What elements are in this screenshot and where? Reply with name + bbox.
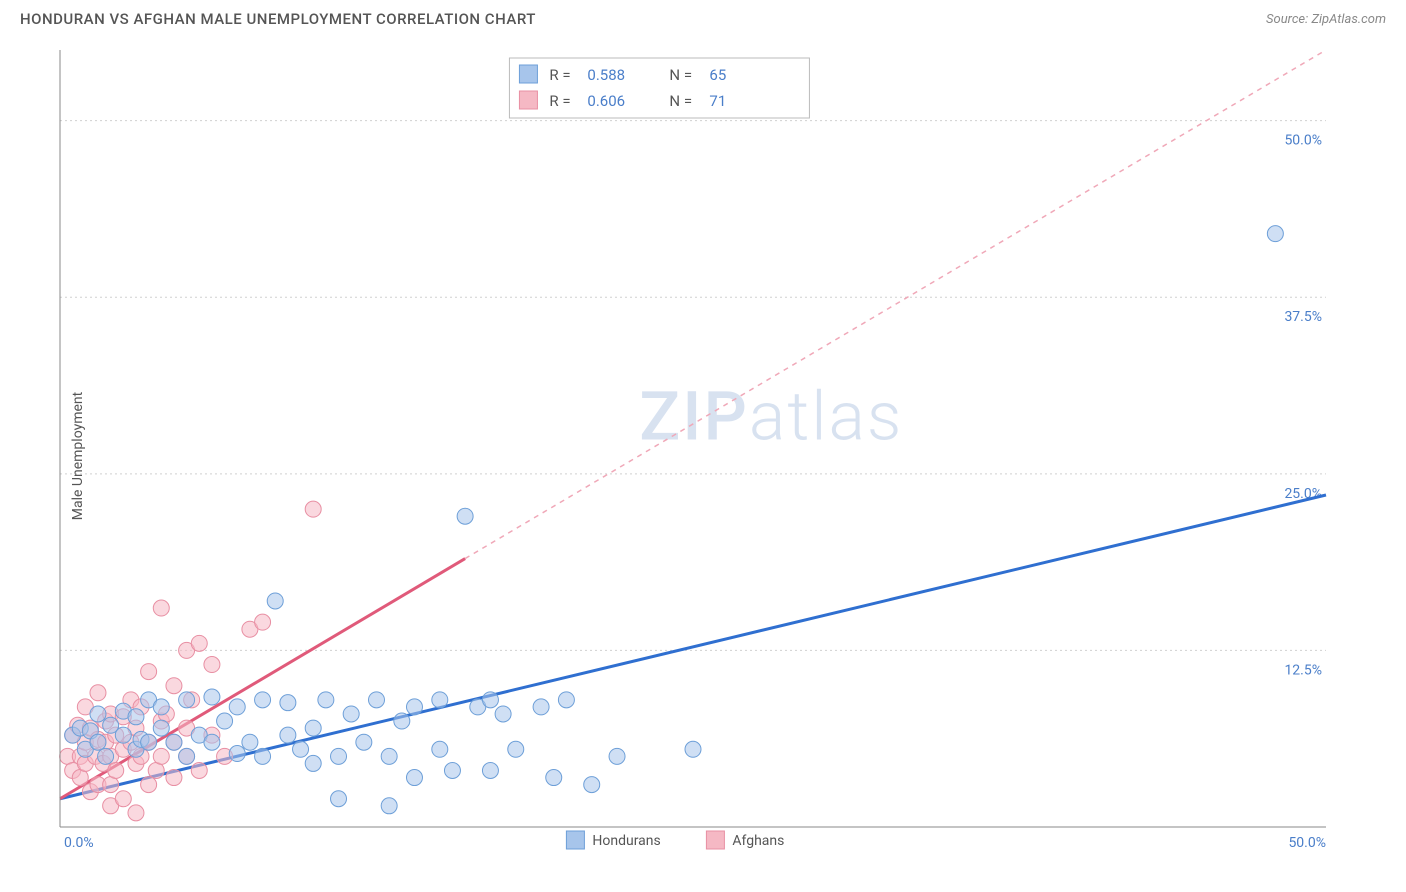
data-point-honduran xyxy=(141,734,157,750)
data-point-honduran xyxy=(90,734,106,750)
data-point-honduran xyxy=(318,692,334,708)
data-point-honduran xyxy=(229,699,245,715)
data-point-honduran xyxy=(343,706,359,722)
stats-r-value: 0.588 xyxy=(587,66,625,84)
stats-swatch xyxy=(519,65,537,83)
data-point-afghan xyxy=(141,777,157,793)
data-point-afghan xyxy=(148,762,164,778)
watermark: ZIPatlas xyxy=(639,376,903,456)
legend-label-afghans: Afghans xyxy=(732,833,784,849)
data-point-honduran xyxy=(255,692,271,708)
data-point-afghan xyxy=(103,777,119,793)
data-point-honduran xyxy=(229,746,245,762)
data-point-afghan xyxy=(305,501,321,517)
data-point-afghan xyxy=(191,635,207,651)
data-point-honduran xyxy=(267,593,283,609)
data-point-honduran xyxy=(508,741,524,757)
data-point-honduran xyxy=(444,762,460,778)
data-point-afghan xyxy=(141,664,157,680)
data-point-afghan xyxy=(108,762,124,778)
y-axis-label: Male Unemployment xyxy=(70,392,86,520)
legend-label-hondurans: Hondurans xyxy=(592,833,660,849)
data-point-honduran xyxy=(280,727,296,743)
stats-n-value: 71 xyxy=(709,92,726,110)
stats-n-value: 65 xyxy=(709,66,726,84)
data-point-honduran xyxy=(179,748,195,764)
stats-r-label: R = xyxy=(549,66,570,84)
stats-r-value: 0.606 xyxy=(587,92,625,110)
data-point-honduran xyxy=(381,798,397,814)
scatter-chart: 12.5%25.0%37.5%50.0%ZIPatlas0.0%50.0%Hon… xyxy=(20,40,1386,872)
legend-swatch-afghans xyxy=(706,831,724,849)
y-tick-label: 50.0% xyxy=(1284,133,1322,149)
data-point-honduran xyxy=(98,748,114,764)
chart-container: Male Unemployment 12.5%25.0%37.5%50.0%ZI… xyxy=(20,40,1386,872)
data-point-honduran xyxy=(280,695,296,711)
data-point-honduran xyxy=(204,689,220,705)
y-tick-label: 37.5% xyxy=(1284,309,1322,325)
data-point-honduran xyxy=(217,713,233,729)
data-point-honduran xyxy=(305,720,321,736)
data-point-honduran xyxy=(331,791,347,807)
data-point-honduran xyxy=(381,748,397,764)
data-point-honduran xyxy=(406,770,422,786)
data-point-honduran xyxy=(369,692,385,708)
data-point-honduran xyxy=(293,741,309,757)
stats-swatch xyxy=(519,91,537,109)
data-point-honduran xyxy=(255,748,271,764)
data-point-honduran xyxy=(166,734,182,750)
data-point-honduran xyxy=(394,713,410,729)
data-point-honduran xyxy=(482,692,498,708)
data-point-honduran xyxy=(128,709,144,725)
data-point-honduran xyxy=(482,762,498,778)
data-point-afghan xyxy=(153,748,169,764)
data-point-honduran xyxy=(609,748,625,764)
y-tick-label: 12.5% xyxy=(1284,662,1322,678)
data-point-honduran xyxy=(331,748,347,764)
stats-n-label: N = xyxy=(669,66,692,84)
data-point-afghan xyxy=(204,657,220,673)
data-point-honduran xyxy=(90,706,106,722)
data-point-honduran xyxy=(533,699,549,715)
data-point-honduran xyxy=(685,741,701,757)
data-point-honduran xyxy=(432,741,448,757)
data-point-honduran xyxy=(305,755,321,771)
x-tick-max: 50.0% xyxy=(1288,835,1326,851)
data-point-honduran xyxy=(457,508,473,524)
data-point-afghan xyxy=(255,614,271,630)
data-point-afghan xyxy=(166,678,182,694)
stats-n-label: N = xyxy=(669,92,692,110)
data-point-honduran xyxy=(153,720,169,736)
data-point-honduran xyxy=(584,777,600,793)
data-point-afghan xyxy=(191,762,207,778)
stats-r-label: R = xyxy=(549,92,570,110)
legend-swatch-hondurans xyxy=(566,831,584,849)
chart-source: Source: ZipAtlas.com xyxy=(1266,12,1386,27)
data-point-afghan xyxy=(166,770,182,786)
data-point-honduran xyxy=(153,699,169,715)
data-point-honduran xyxy=(115,727,131,743)
chart-header: HONDURAN VS AFGHAN MALE UNEMPLOYMENT COR… xyxy=(0,0,1406,32)
data-point-honduran xyxy=(204,734,220,750)
data-point-honduran xyxy=(558,692,574,708)
data-point-afghan xyxy=(128,805,144,821)
data-point-honduran xyxy=(356,734,372,750)
data-point-honduran xyxy=(546,770,562,786)
data-point-afghan xyxy=(90,685,106,701)
trend-line-afghans-extrapolated xyxy=(465,50,1326,559)
data-point-afghan xyxy=(153,600,169,616)
chart-title: HONDURAN VS AFGHAN MALE UNEMPLOYMENT COR… xyxy=(20,10,536,28)
data-point-afghan xyxy=(115,791,131,807)
data-point-honduran xyxy=(406,699,422,715)
data-point-honduran xyxy=(1267,226,1283,242)
x-tick-min: 0.0% xyxy=(64,835,94,851)
data-point-honduran xyxy=(242,734,258,750)
data-point-afghan xyxy=(72,770,88,786)
data-point-honduran xyxy=(432,692,448,708)
data-point-honduran xyxy=(179,692,195,708)
data-point-honduran xyxy=(495,706,511,722)
